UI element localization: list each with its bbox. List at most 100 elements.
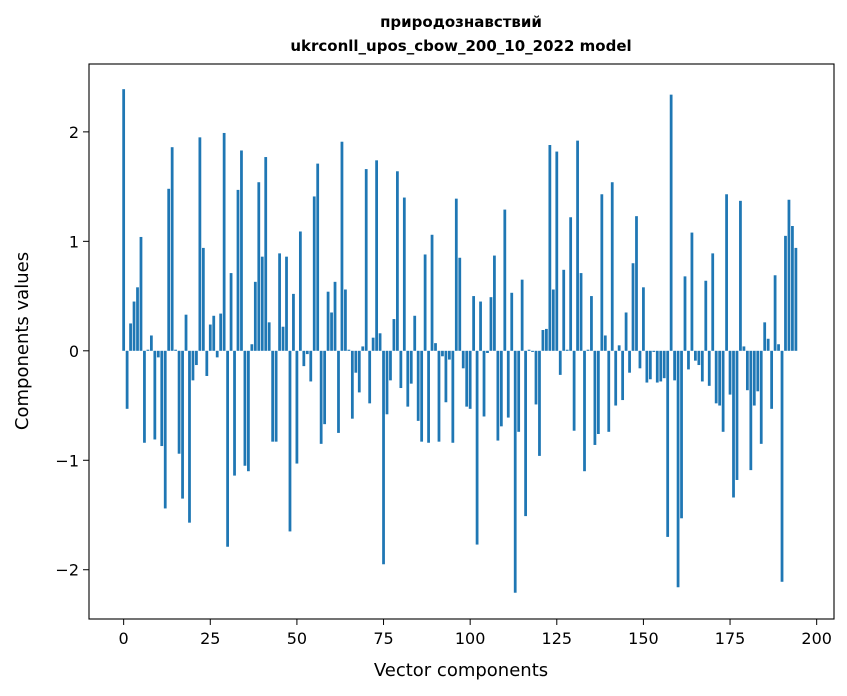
bar	[572, 350, 576, 431]
bar	[569, 217, 573, 351]
bar	[527, 349, 531, 351]
bar	[441, 350, 444, 357]
bar	[652, 350, 656, 352]
bar	[208, 324, 212, 351]
bar	[451, 350, 455, 443]
bar	[267, 322, 271, 351]
bar	[271, 350, 275, 442]
bar	[385, 350, 389, 415]
bar	[659, 350, 663, 382]
bar	[749, 350, 753, 471]
bar	[416, 350, 420, 421]
bar	[714, 350, 718, 404]
bar	[621, 350, 625, 401]
bar	[292, 293, 295, 351]
bar	[642, 287, 645, 351]
bar	[295, 350, 299, 464]
bar	[638, 350, 642, 369]
bar	[593, 350, 597, 445]
bar	[558, 350, 562, 375]
bar	[285, 256, 288, 351]
bar	[499, 350, 503, 427]
bar	[382, 350, 385, 565]
bar	[350, 350, 354, 419]
bar	[704, 280, 708, 351]
bar	[538, 350, 541, 456]
chart-title: природознавствий	[380, 13, 542, 31]
bar	[506, 350, 510, 418]
bar	[752, 350, 756, 406]
bar	[233, 350, 236, 476]
bar	[590, 296, 593, 351]
bar	[596, 350, 600, 434]
bar	[406, 350, 410, 407]
bar	[545, 328, 548, 351]
bar	[347, 349, 351, 351]
bar	[434, 343, 437, 351]
bar	[389, 350, 392, 381]
bar	[184, 314, 188, 351]
x-tick-label: 100	[455, 629, 486, 648]
bar	[139, 236, 143, 351]
bar	[378, 333, 382, 351]
bar	[735, 350, 739, 480]
bar	[631, 263, 635, 351]
bar	[742, 346, 746, 351]
bar	[458, 257, 462, 351]
bar	[326, 291, 330, 351]
bar	[257, 182, 261, 351]
bar	[177, 350, 181, 454]
bar	[461, 350, 465, 369]
bar	[344, 289, 347, 351]
bar	[600, 194, 604, 351]
bar	[188, 350, 191, 523]
bar	[368, 350, 372, 404]
bar	[496, 350, 500, 441]
bar	[694, 350, 697, 361]
bar	[780, 350, 784, 582]
bar	[690, 232, 694, 351]
bar	[520, 279, 524, 351]
bar	[402, 197, 406, 351]
bar	[357, 350, 361, 393]
bar	[683, 276, 687, 351]
bar	[635, 216, 638, 351]
bar	[160, 350, 164, 447]
bar	[468, 350, 472, 409]
bar	[215, 350, 219, 358]
bar	[371, 337, 375, 351]
x-tick-label: 75	[373, 629, 393, 648]
bar	[763, 322, 767, 351]
bar	[718, 350, 722, 406]
bar	[662, 350, 666, 379]
bar	[136, 287, 139, 351]
bar	[444, 350, 448, 403]
bar	[728, 350, 732, 395]
bar	[302, 350, 306, 367]
bar	[205, 350, 209, 376]
bar	[513, 350, 517, 593]
bar	[212, 315, 216, 351]
bar	[787, 199, 791, 351]
y-tick-label: 0	[69, 342, 79, 361]
bar	[517, 350, 521, 432]
bar	[392, 319, 396, 351]
bar	[745, 350, 749, 391]
bar	[163, 350, 167, 509]
bar	[579, 273, 583, 351]
y-tick-label: 2	[69, 123, 79, 142]
plot-frame	[88, 63, 835, 620]
bar	[555, 151, 559, 351]
bar	[437, 350, 441, 442]
bar	[648, 350, 652, 380]
bar	[191, 350, 195, 381]
bar	[534, 350, 538, 405]
x-axis: 0 25 50 75 100 125 150 175 200	[119, 619, 832, 648]
bar	[794, 247, 798, 351]
bar	[149, 335, 153, 351]
bar	[472, 296, 476, 351]
bar	[707, 350, 711, 386]
bar	[482, 350, 486, 417]
bar	[309, 350, 313, 382]
bar	[129, 323, 132, 351]
